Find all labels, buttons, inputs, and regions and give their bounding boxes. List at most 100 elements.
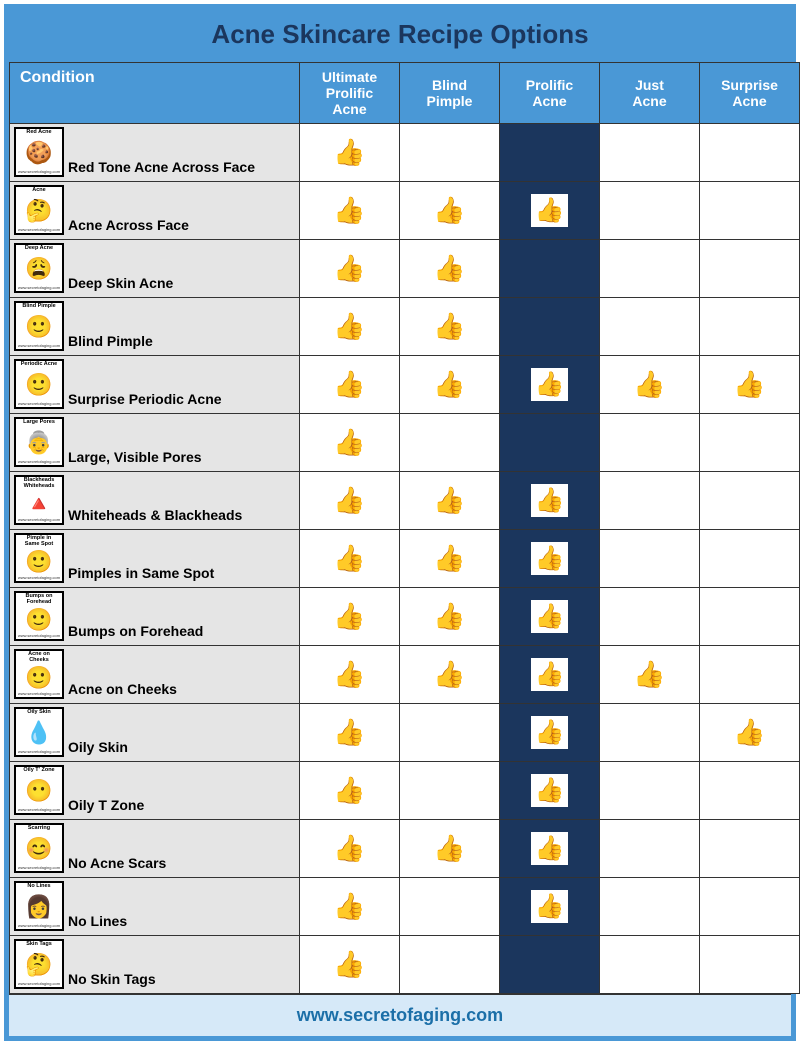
condition-cell: Large Pores👵www.secretofaging.comLarge, … bbox=[10, 414, 300, 472]
condition-cell: Deep Acne😩www.secretofaging.comDeep Skin… bbox=[10, 240, 300, 298]
condition-icon: Skin Tags🤔www.secretofaging.com bbox=[14, 939, 64, 989]
header-option: ProlificAcne bbox=[500, 63, 600, 124]
check-cell bbox=[700, 646, 800, 704]
condition-cell: Oily Skin💧www.secretofaging.comOily Skin bbox=[10, 704, 300, 762]
check-cell bbox=[700, 298, 800, 356]
condition-label: Oily T Zone bbox=[68, 797, 144, 815]
condition-label: Oily Skin bbox=[68, 739, 128, 757]
thumbs-up-icon: 👍 bbox=[333, 717, 365, 747]
check-cell: 👍 bbox=[500, 820, 600, 878]
thumbs-up-icon: 👍 bbox=[333, 833, 365, 863]
check-cell bbox=[700, 414, 800, 472]
thumbs-up-icon: 👍 bbox=[333, 543, 365, 573]
condition-icon: Acne on Cheeks🙂www.secretofaging.com bbox=[14, 649, 64, 699]
check-cell: 👍 bbox=[500, 356, 600, 414]
thumbs-up-icon: 👍 bbox=[333, 775, 365, 805]
header-option: BlindPimple bbox=[400, 63, 500, 124]
chart-wrap: Acne Skincare Recipe Options ConditionUl… bbox=[4, 4, 796, 1041]
check-cell: 👍 bbox=[600, 646, 700, 704]
check-cell: 👍 bbox=[500, 472, 600, 530]
condition-label: Pimples in Same Spot bbox=[68, 565, 214, 583]
thumbs-up-icon: 👍 bbox=[333, 601, 365, 631]
table-row: Skin Tags🤔www.secretofaging.comNo Skin T… bbox=[10, 936, 800, 994]
check-cell: 👍 bbox=[700, 356, 800, 414]
check-cell: 👍 bbox=[400, 646, 500, 704]
thumbs-up-icon: 👍 bbox=[433, 253, 465, 283]
check-cell: 👍 bbox=[300, 124, 400, 182]
check-cell: 👍 bbox=[500, 588, 600, 646]
check-cell: 👍 bbox=[500, 530, 600, 588]
table-row: Red Acne🍪www.secretofaging.comRed Tone A… bbox=[10, 124, 800, 182]
check-cell: 👍 bbox=[500, 182, 600, 240]
table-row: Pimple in Same Spot🙂www.secretofaging.co… bbox=[10, 530, 800, 588]
check-cell bbox=[500, 936, 600, 994]
condition-label: Blind Pimple bbox=[68, 333, 153, 351]
thumbs-up-icon: 👍 bbox=[433, 543, 465, 573]
condition-cell: Red Acne🍪www.secretofaging.comRed Tone A… bbox=[10, 124, 300, 182]
check-cell: 👍 bbox=[600, 356, 700, 414]
check-cell bbox=[600, 240, 700, 298]
condition-cell: No Lines👩www.secretofaging.comNo Lines bbox=[10, 878, 300, 936]
condition-label: Red Tone Acne Across Face bbox=[68, 159, 255, 177]
check-cell bbox=[400, 704, 500, 762]
check-cell: 👍 bbox=[300, 704, 400, 762]
check-cell bbox=[700, 530, 800, 588]
check-cell: 👍 bbox=[300, 530, 400, 588]
condition-cell: Acne on Cheeks🙂www.secretofaging.comAcne… bbox=[10, 646, 300, 704]
condition-icon: Bumps on Forehead🙂www.secretofaging.com bbox=[14, 591, 64, 641]
check-cell: 👍 bbox=[400, 356, 500, 414]
table-row: Oily T' Zone😶www.secretofaging.comOily T… bbox=[10, 762, 800, 820]
thumbs-up-icon: 👍 bbox=[333, 485, 365, 515]
check-cell bbox=[700, 588, 800, 646]
condition-label: Acne Across Face bbox=[68, 217, 189, 235]
check-cell: 👍 bbox=[300, 588, 400, 646]
thumbs-up-icon: 👍 bbox=[433, 485, 465, 515]
table-row: Periodic Acne🙂www.secretofaging.comSurpr… bbox=[10, 356, 800, 414]
thumbs-up-icon: 👍 bbox=[531, 832, 569, 865]
table-row: Deep Acne😩www.secretofaging.comDeep Skin… bbox=[10, 240, 800, 298]
check-cell bbox=[600, 182, 700, 240]
check-cell: 👍 bbox=[400, 240, 500, 298]
table-row: No Lines👩www.secretofaging.comNo Lines👍👍 bbox=[10, 878, 800, 936]
condition-icon: Blind Pimple🙂www.secretofaging.com bbox=[14, 301, 64, 351]
thumbs-up-icon: 👍 bbox=[433, 195, 465, 225]
check-cell bbox=[500, 414, 600, 472]
condition-icon: Deep Acne😩www.secretofaging.com bbox=[14, 243, 64, 293]
check-cell: 👍 bbox=[500, 878, 600, 936]
table-body: Red Acne🍪www.secretofaging.comRed Tone A… bbox=[10, 124, 800, 994]
thumbs-up-icon: 👍 bbox=[333, 427, 365, 457]
condition-icon: Pimple in Same Spot🙂www.secretofaging.co… bbox=[14, 533, 64, 583]
condition-label: Whiteheads & Blackheads bbox=[68, 507, 242, 525]
condition-icon: Oily T' Zone😶www.secretofaging.com bbox=[14, 765, 64, 815]
condition-icon: Red Acne🍪www.secretofaging.com bbox=[14, 127, 64, 177]
check-cell bbox=[600, 762, 700, 820]
thumbs-up-icon: 👍 bbox=[333, 659, 365, 689]
thumbs-up-icon: 👍 bbox=[733, 369, 765, 399]
condition-label: Acne on Cheeks bbox=[68, 681, 177, 699]
check-cell bbox=[700, 820, 800, 878]
condition-icon: No Lines👩www.secretofaging.com bbox=[14, 881, 64, 931]
check-cell bbox=[600, 414, 700, 472]
header-condition: Condition bbox=[10, 63, 300, 124]
check-cell: 👍 bbox=[500, 646, 600, 704]
thumbs-up-icon: 👍 bbox=[733, 717, 765, 747]
condition-cell: Blackheads Whiteheads🔺www.secretofaging.… bbox=[10, 472, 300, 530]
check-cell: 👍 bbox=[300, 936, 400, 994]
check-cell bbox=[400, 124, 500, 182]
table-row: Large Pores👵www.secretofaging.comLarge, … bbox=[10, 414, 800, 472]
condition-label: No Lines bbox=[68, 913, 127, 931]
condition-label: No Skin Tags bbox=[68, 971, 156, 989]
thumbs-up-icon: 👍 bbox=[531, 194, 569, 227]
condition-cell: Pimple in Same Spot🙂www.secretofaging.co… bbox=[10, 530, 300, 588]
header-option: SurpriseAcne bbox=[700, 63, 800, 124]
condition-label: Large, Visible Pores bbox=[68, 449, 202, 467]
thumbs-up-icon: 👍 bbox=[531, 368, 569, 401]
check-cell bbox=[700, 762, 800, 820]
check-cell bbox=[400, 878, 500, 936]
thumbs-up-icon: 👍 bbox=[333, 369, 365, 399]
check-cell bbox=[400, 414, 500, 472]
thumbs-up-icon: 👍 bbox=[633, 369, 665, 399]
recipe-table: ConditionUltimate ProlificAcneBlindPimpl… bbox=[9, 62, 800, 994]
check-cell: 👍 bbox=[300, 414, 400, 472]
table-row: Blackheads Whiteheads🔺www.secretofaging.… bbox=[10, 472, 800, 530]
